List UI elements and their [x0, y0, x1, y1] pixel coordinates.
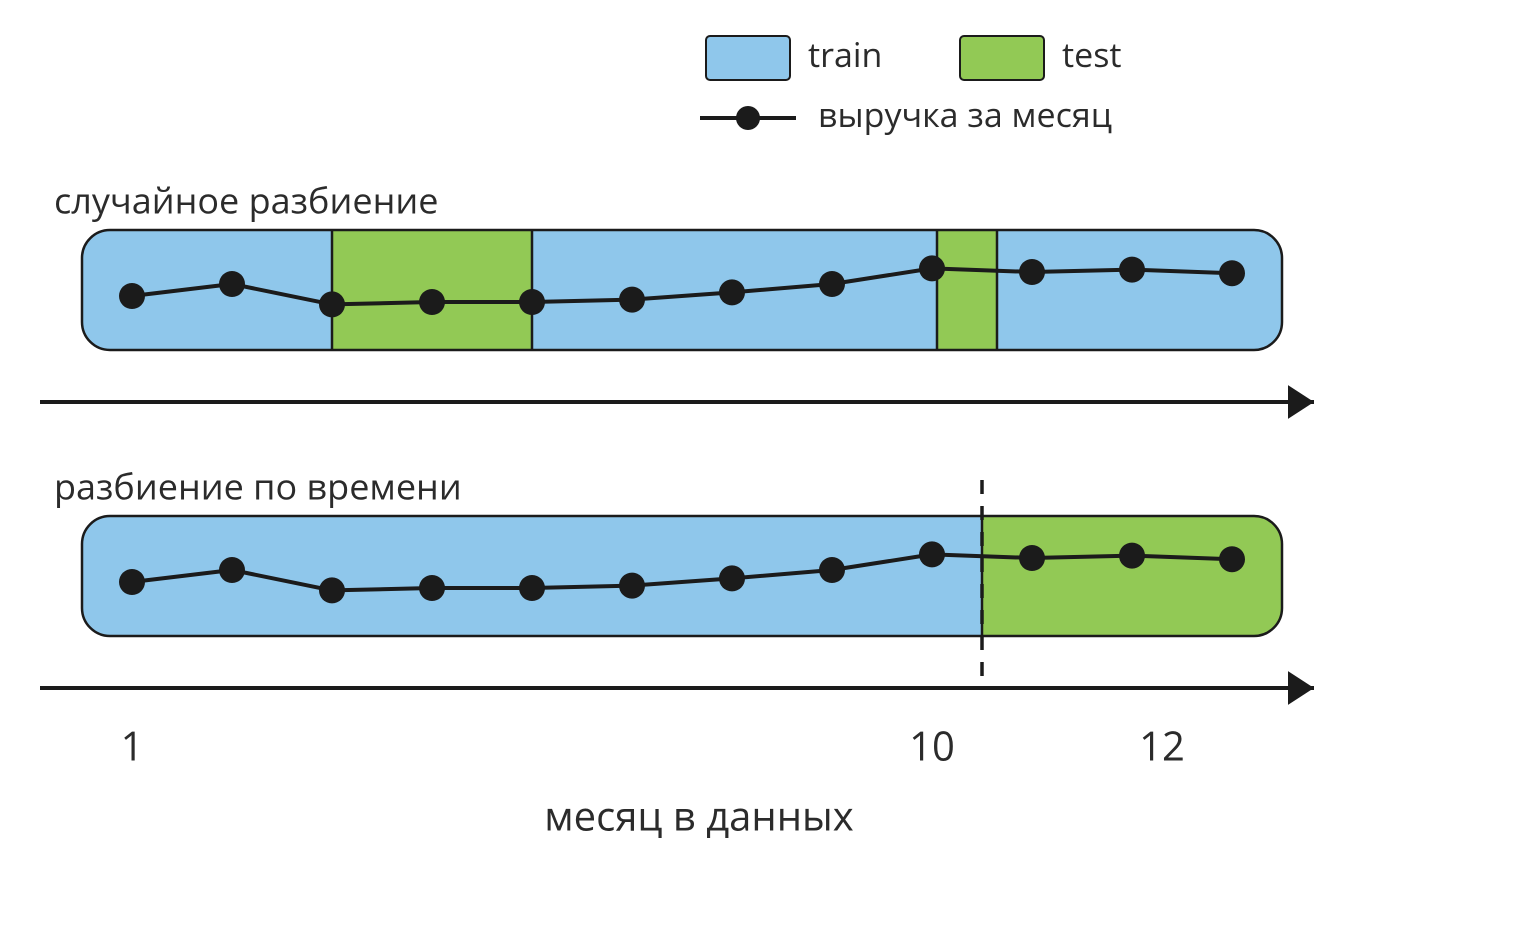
panel-timesplit-series-marker-10: [1019, 545, 1045, 571]
panel-timesplit-series-marker-1: [119, 569, 145, 595]
legend-series-label: выручка за месяц: [818, 91, 1112, 137]
axis-title: месяц в данных: [544, 788, 853, 843]
panel-random-series-marker-4: [419, 289, 445, 315]
panel-random-series-marker-5: [519, 289, 545, 315]
panel-random-series-marker-2: [219, 271, 245, 297]
panel-timesplit-series-marker-6: [619, 573, 645, 599]
panel-random-series-marker-6: [619, 287, 645, 313]
axis-tick-1: 10: [909, 718, 955, 773]
panel-timesplit-series-marker-8: [819, 557, 845, 583]
panel-timesplit-series-marker-9: [919, 541, 945, 567]
axis-tick-0: 1: [121, 718, 144, 773]
legend-test-label: test: [1062, 31, 1122, 77]
panel-random-series-marker-11: [1119, 257, 1145, 283]
legend-train-label: train: [808, 31, 882, 77]
panel-timesplit-title: разбиение по времени: [54, 462, 462, 511]
panel-random-series-marker-9: [919, 255, 945, 281]
panel-timesplit-series-marker-4: [419, 575, 445, 601]
legend-series-marker: [736, 106, 760, 130]
panel-timesplit-series-marker-11: [1119, 543, 1145, 569]
panel-timesplit-series-marker-12: [1219, 546, 1245, 572]
legend-test-swatch: [960, 36, 1044, 80]
axis-tick-2: 12: [1139, 718, 1185, 773]
legend-train-swatch: [706, 36, 790, 80]
panel-timesplit-series-marker-5: [519, 575, 545, 601]
panel-random-title: случайное разбиение: [54, 176, 438, 225]
panel-random-series-marker-1: [119, 283, 145, 309]
panel-timesplit-series-marker-7: [719, 565, 745, 591]
panel-random-series-marker-10: [1019, 259, 1045, 285]
panel-random-test-region-1: [937, 230, 997, 350]
panel-random-series-marker-12: [1219, 260, 1245, 286]
panel-random-series-marker-3: [319, 291, 345, 317]
panel-random-series-marker-8: [819, 271, 845, 297]
panel-timesplit-series-marker-2: [219, 557, 245, 583]
panel-timesplit-test-region-0: [982, 516, 1282, 636]
panel-random-series-marker-7: [719, 279, 745, 305]
panel-timesplit-series-marker-3: [319, 577, 345, 603]
